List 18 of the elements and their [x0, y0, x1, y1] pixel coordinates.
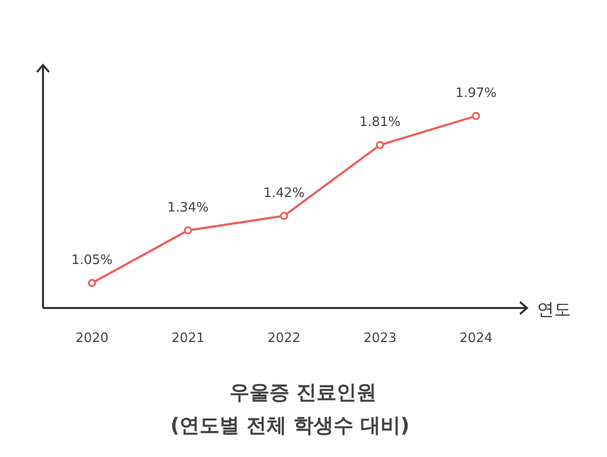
x-tick-label: 2022 [267, 331, 301, 346]
x-tick-label: 2023 [363, 331, 397, 346]
x-tick-label: 2021 [171, 331, 205, 346]
x-axis-title: 연도 [537, 300, 571, 320]
point [88, 278, 96, 288]
data-label: 1.97% [455, 86, 497, 101]
x-tick-label: 2024 [459, 331, 493, 346]
point [280, 212, 288, 220]
point [376, 140, 384, 150]
text: (연도별 전체 학생수 대비) [170, 413, 410, 437]
x-tick-label: 2020 [75, 331, 109, 346]
text: 우울증 진료인원 [230, 380, 376, 404]
data-label: 1.34% [167, 200, 209, 216]
point [472, 112, 480, 120]
point [184, 226, 192, 234]
data-label: 1.42% [263, 186, 305, 201]
data-label: 1.05% [71, 253, 113, 268]
data-label: 1.81% [359, 115, 401, 130]
